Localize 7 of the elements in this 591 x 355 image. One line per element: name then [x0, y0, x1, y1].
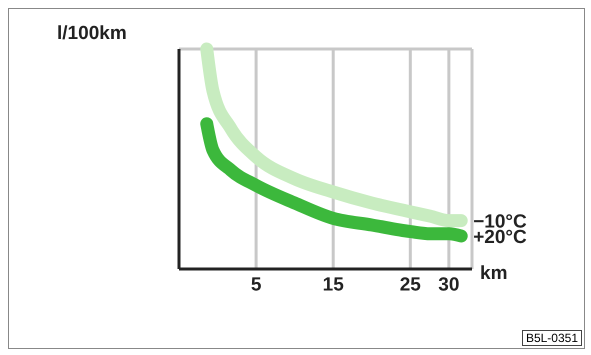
x-tick-label: 25 — [400, 274, 422, 296]
x-axis-title: km — [480, 263, 508, 284]
x-tick-label: 15 — [322, 274, 344, 296]
x-tick-label: 30 — [438, 274, 460, 296]
y-axis-title: l/100km — [57, 23, 127, 45]
x-tick-label: 5 — [250, 274, 262, 296]
text: B5L-0351 — [522, 330, 582, 346]
